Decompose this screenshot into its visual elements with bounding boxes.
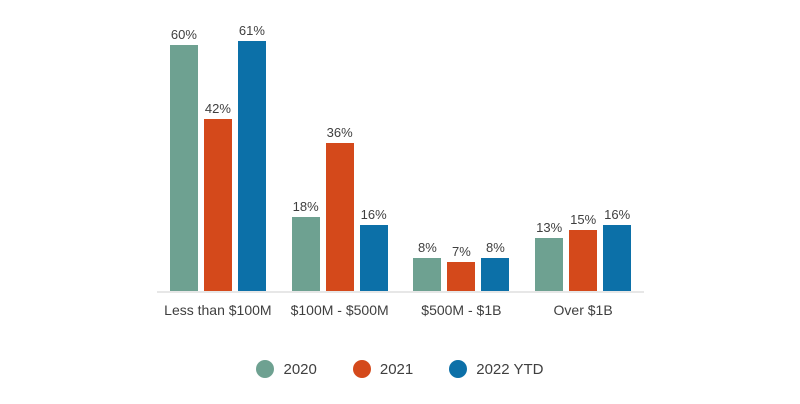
legend-dot-2020 (256, 360, 275, 378)
x-axis-label-less-than-100m: Less than $100M (164, 302, 272, 318)
bar-value-label: 61% (238, 23, 265, 38)
bar-2020 (169, 45, 198, 291)
bar-group-less-than-100m: 60% 42% 61% (157, 0, 279, 291)
legend-label: 2022 YTD (476, 360, 544, 378)
bar-2021 (203, 119, 232, 291)
legend-label: 2021 (379, 360, 414, 378)
bar-value-label: 15% (570, 212, 597, 227)
bar-value-label: 60% (170, 27, 197, 42)
bar-value-label: 13% (536, 220, 563, 235)
bar-value-label: 7% (451, 244, 471, 259)
bar-2020 (413, 258, 442, 291)
legend-dot-2021 (352, 360, 371, 378)
bar-2022-ytd (237, 41, 266, 291)
legend-dot-2022-ytd (449, 360, 468, 378)
bar-group-500m-1b: 8% 7% 8% (401, 0, 523, 291)
legend-item-2022-ytd: 2022 YTD (449, 360, 544, 378)
bar-group-100m-500m: 18% 36% 16% (279, 0, 401, 291)
bar-value-label: 18% (292, 199, 319, 214)
bar-value-label: 8% (485, 240, 505, 255)
bar-2021 (447, 262, 476, 291)
legend-item-2020: 2020 (256, 360, 317, 378)
legend-item-2021: 2021 (352, 360, 414, 378)
bar-2020 (291, 217, 320, 291)
bar-value-label: 16% (604, 207, 631, 222)
x-axis-line (157, 291, 644, 293)
bar-value-label: 8% (417, 240, 437, 255)
bar-2022-ytd (359, 225, 388, 291)
x-axis-labels: Less than $100M $100M - $500M $500M - $1… (157, 302, 644, 318)
legend: 2020 2021 2022 YTD (0, 360, 800, 378)
bar-value-label: 42% (204, 101, 231, 116)
legend-label: 2020 (283, 360, 317, 378)
bar-2022-ytd (481, 258, 510, 291)
x-axis-label-over-1b: Over $1B (553, 302, 613, 318)
plot-area: 60% 42% 61% 18% 36% (157, 0, 644, 291)
bar-2020 (535, 238, 564, 291)
bar-value-label: 16% (360, 207, 387, 222)
bar-value-label: 36% (326, 125, 353, 140)
bar-group-over-1b: 13% 15% 16% (522, 0, 644, 291)
bar-2021 (325, 143, 354, 291)
x-axis-label-100m-500m: $100M - $500M (290, 302, 389, 318)
bar-2022-ytd (603, 225, 632, 291)
x-axis-label-500m-1b: $500M - $1B (421, 302, 502, 318)
bar-2021 (569, 230, 598, 291)
